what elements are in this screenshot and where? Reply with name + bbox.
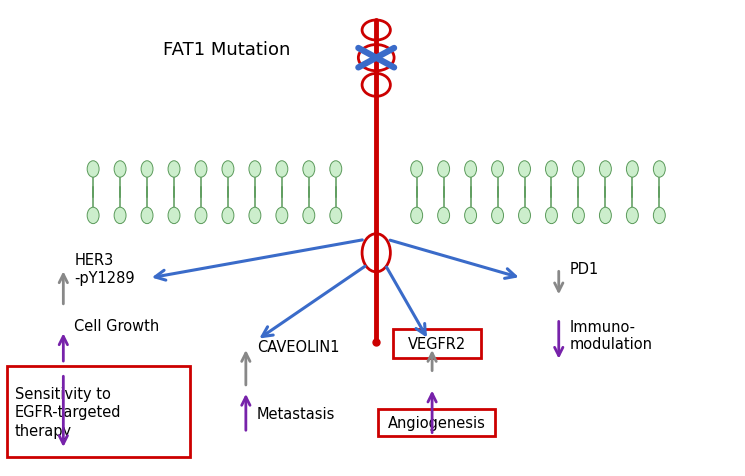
Ellipse shape: [627, 161, 638, 178]
Ellipse shape: [222, 161, 234, 178]
FancyBboxPatch shape: [393, 329, 481, 358]
Ellipse shape: [653, 161, 665, 178]
Ellipse shape: [653, 208, 665, 224]
Ellipse shape: [87, 208, 99, 224]
Ellipse shape: [141, 208, 153, 224]
Ellipse shape: [114, 208, 126, 224]
Ellipse shape: [437, 161, 449, 178]
Text: Angiogenesis: Angiogenesis: [387, 415, 486, 430]
Text: PD1: PD1: [570, 261, 599, 277]
Ellipse shape: [303, 161, 315, 178]
Ellipse shape: [545, 208, 557, 224]
FancyBboxPatch shape: [378, 409, 495, 436]
Ellipse shape: [276, 208, 288, 224]
Ellipse shape: [410, 161, 422, 178]
Ellipse shape: [222, 208, 234, 224]
Ellipse shape: [600, 161, 612, 178]
Ellipse shape: [195, 161, 207, 178]
Text: Sensitivity to
EGFR-targeted
therapy: Sensitivity to EGFR-targeted therapy: [15, 386, 121, 438]
Ellipse shape: [437, 208, 449, 224]
Ellipse shape: [249, 208, 261, 224]
Ellipse shape: [168, 208, 180, 224]
Ellipse shape: [276, 161, 288, 178]
Ellipse shape: [87, 161, 99, 178]
Ellipse shape: [519, 208, 530, 224]
Ellipse shape: [572, 161, 584, 178]
Ellipse shape: [600, 208, 612, 224]
Ellipse shape: [330, 161, 342, 178]
Ellipse shape: [168, 161, 180, 178]
Text: FAT1 Mutation: FAT1 Mutation: [163, 41, 291, 59]
Text: Cell Growth: Cell Growth: [74, 318, 159, 334]
Ellipse shape: [114, 161, 126, 178]
FancyBboxPatch shape: [7, 367, 190, 457]
Text: Immuno-
modulation: Immuno- modulation: [570, 319, 653, 352]
Ellipse shape: [465, 208, 477, 224]
Text: Metastasis: Metastasis: [257, 407, 335, 422]
Ellipse shape: [195, 208, 207, 224]
Ellipse shape: [492, 161, 504, 178]
Ellipse shape: [141, 161, 153, 178]
Text: VEGFR2: VEGFR2: [408, 336, 466, 351]
Ellipse shape: [330, 208, 342, 224]
Ellipse shape: [303, 208, 315, 224]
Ellipse shape: [249, 161, 261, 178]
Ellipse shape: [465, 161, 477, 178]
Ellipse shape: [492, 208, 504, 224]
Ellipse shape: [410, 208, 422, 224]
Ellipse shape: [572, 208, 584, 224]
Ellipse shape: [519, 161, 530, 178]
Ellipse shape: [627, 208, 638, 224]
Text: CAVEOLIN1: CAVEOLIN1: [257, 339, 340, 354]
Ellipse shape: [545, 161, 557, 178]
Text: HER3
-pY1289: HER3 -pY1289: [74, 253, 135, 285]
